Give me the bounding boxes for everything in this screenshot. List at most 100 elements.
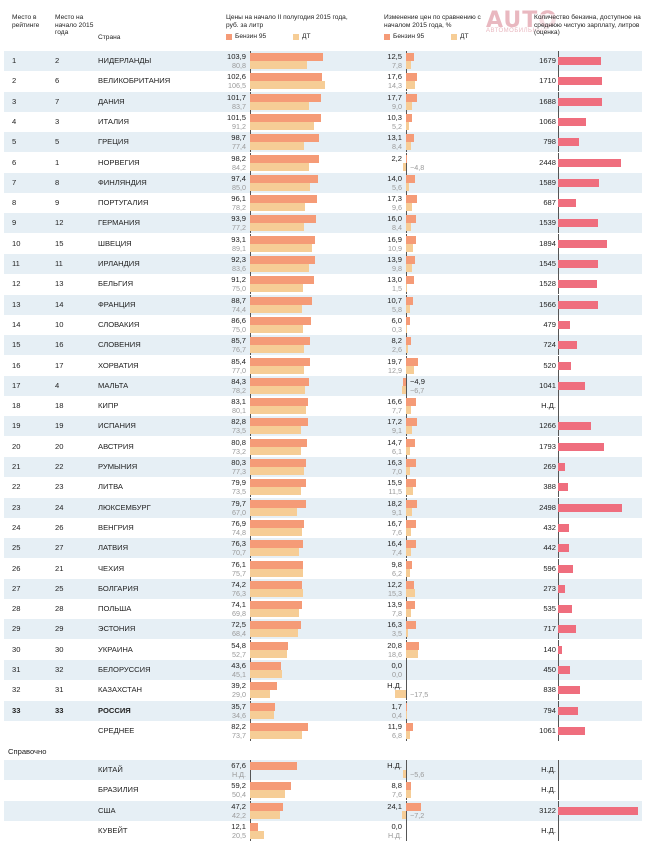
country-name: ЭСТОНИЯ: [98, 624, 136, 634]
price-diesel-label: 85,0: [232, 182, 246, 192]
salary-liters-bar: [558, 219, 598, 228]
autostat-logo-sub: АВТОМОБИЛЬНЫЙ: [486, 28, 548, 34]
price-diesel-label: 75,0: [232, 284, 246, 294]
price-petrol95-label: 76,3: [231, 539, 246, 549]
price-diesel-label: 76,3: [232, 588, 246, 598]
change-diesel-label: 3,5: [392, 629, 402, 639]
price-petrol95-bar: [250, 134, 320, 143]
price-petrol95-bar: [250, 662, 281, 670]
salary-liters-label: 1041: [539, 380, 556, 390]
prev-rank-value: 22: [55, 462, 64, 471]
price-diesel-bar: [250, 446, 302, 455]
table-row: 14 10 СЛОВАКИЯ 86,6 75,0 6,0 0,3 479: [4, 314, 642, 335]
prev-rank-value: 33: [55, 705, 64, 715]
change-petrol95-bar: [406, 256, 415, 264]
price-petrol95-bar: [250, 93, 322, 102]
change-diesel-label: 9,1: [392, 426, 402, 436]
rank-value: 33: [12, 705, 21, 715]
salary-liters-bar: [558, 666, 570, 674]
salary-liters-bar: [558, 381, 585, 390]
change-diesel-bar: [406, 264, 413, 272]
change-diesel-bar: [406, 527, 411, 536]
rank-value: 30: [12, 644, 21, 654]
salary-liters-bar: [558, 726, 586, 735]
prev-rank-value: 13: [55, 279, 64, 289]
price-petrol95-label: 91,2: [231, 275, 246, 285]
price-diesel-label: 42,2: [232, 810, 246, 820]
change-diesel-bar: [403, 162, 406, 171]
price-diesel-label: 80,8: [232, 61, 246, 70]
price-petrol95-label: 92,3: [231, 255, 246, 264]
change-petrol95-bar: [406, 621, 417, 630]
price-petrol95-label: 74,1: [231, 600, 246, 610]
change-petrol95-label: 19,7: [387, 356, 402, 366]
change-diesel-bar: [406, 406, 411, 415]
price-petrol95-bar: [250, 73, 322, 82]
price-diesel-label: 83,6: [232, 264, 246, 273]
change-diesel-bar: [406, 345, 408, 354]
price-diesel-label: 52,7: [232, 649, 246, 659]
price-diesel-bar: [250, 467, 305, 475]
price-petrol95-bar: [250, 276, 314, 285]
change-diesel-bar: [406, 304, 410, 313]
salary-liters-bar: [558, 361, 572, 370]
country-name: РУМЫНИЯ: [98, 462, 138, 471]
price-diesel-bar: [250, 304, 303, 313]
prev-rank-value: 2: [55, 56, 60, 65]
salary-liters-label: 450: [543, 665, 556, 674]
prev-rank-value: 19: [55, 421, 64, 431]
change-diesel-label: 7,8: [392, 61, 402, 70]
change-petrol95-bar: [406, 93, 417, 102]
rank-value: 12: [12, 279, 21, 289]
price-petrol95-bar: [250, 540, 304, 549]
price-diesel-bar: [250, 345, 304, 354]
change-petrol95-bar: [406, 499, 418, 508]
change-diesel-label: 6,8: [392, 730, 402, 740]
price-petrol95-label: 59,2: [231, 781, 246, 791]
change-petrol95-bar: [406, 357, 419, 366]
price-petrol95-label: 85,4: [231, 356, 246, 366]
header-country: Страна: [98, 34, 121, 41]
price-diesel-label: 34,6: [232, 710, 246, 720]
change-petrol95-label: 18,2: [387, 498, 402, 508]
change-petrol95-bar: [406, 641, 419, 650]
salary-liters-label: 1793: [539, 441, 556, 451]
price-diesel-label: 68,4: [232, 629, 246, 639]
price-petrol95-label: 83,1: [231, 397, 246, 407]
salary-liters-label: 269: [543, 462, 556, 471]
salary-liters-bar: [558, 57, 602, 65]
price-petrol95-bar: [250, 357, 310, 366]
salary-liters-bar: [558, 97, 602, 106]
price-diesel-bar: [250, 182, 310, 191]
price-diesel-bar: [250, 243, 313, 252]
rank-value: 29: [12, 624, 21, 634]
price-diesel-bar: [250, 81, 325, 90]
price-petrol95-label: 93,9: [231, 214, 246, 224]
change-diesel-bar: [402, 770, 406, 778]
prev-rank-value: 23: [55, 482, 64, 492]
price-diesel-bar: [250, 690, 271, 699]
salary-liters-bar: [558, 584, 566, 593]
price-diesel-label: 76,7: [232, 345, 246, 355]
price-diesel-label: 77,4: [232, 142, 246, 152]
price-diesel-bar: [250, 142, 305, 151]
price-petrol95-bar: [250, 762, 298, 770]
table-row: КУВЕЙТ 12,1 20,5 0,0 Н.Д. Н.Д.: [4, 820, 642, 841]
table-row: 32 31 КАЗАХСТАН 39,2 29,0 Н.Д. −17,5 838: [4, 680, 642, 701]
price-diesel-bar: [250, 830, 265, 839]
change-petrol95-bar: [406, 540, 417, 549]
change-diesel-bar: [406, 142, 412, 151]
change-axis: [406, 760, 407, 780]
salary-liters-label: 432: [543, 522, 556, 532]
table-row: 2 6 ВЕЛИКОБРИТАНИЯ 102,6 106,5 17,6 14,3 1710: [4, 71, 642, 92]
change-diesel-label: 0,4: [392, 710, 402, 720]
salary-liters-bar: [558, 625, 577, 634]
price-diesel-bar: [250, 365, 304, 374]
salary-liters-label: 442: [543, 543, 556, 553]
price-diesel-bar: [250, 649, 287, 658]
change-petrol95-bar: [406, 154, 408, 163]
header-prev-rank: Место на начало 2015 года: [55, 14, 94, 37]
change-diesel-label: 9,8: [392, 264, 402, 273]
price-petrol95-label: 67,6: [231, 761, 246, 770]
table-row: 4 3 ИТАЛИЯ 101,5 91,2 10,3 5,2 1068: [4, 111, 642, 132]
